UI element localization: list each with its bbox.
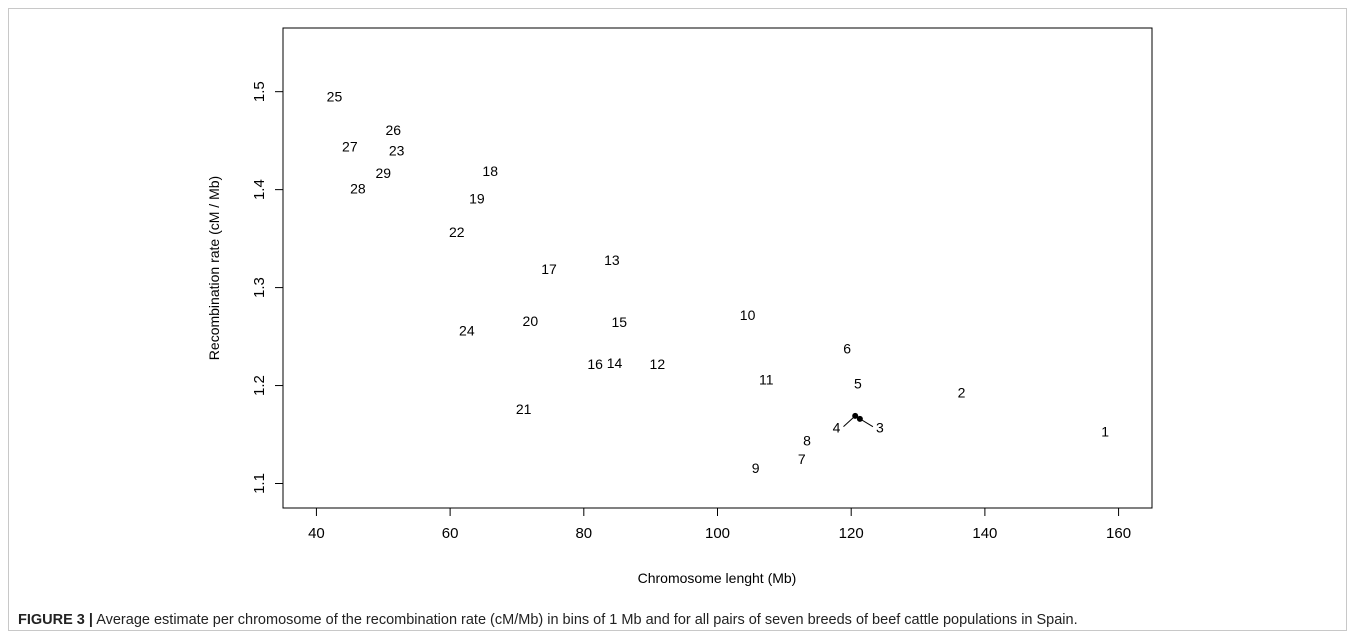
point-label: 13 xyxy=(604,252,620,268)
x-tick-label: 60 xyxy=(442,525,459,542)
figure-caption: FIGURE 3 | Average estimate per chromoso… xyxy=(18,612,1338,628)
point-label: 3 xyxy=(876,420,884,436)
point-label: 8 xyxy=(803,432,811,448)
x-axis: 40 60 80 100 120 140 160 xyxy=(308,507,1131,542)
point-label: 27 xyxy=(342,139,358,155)
point-label: 20 xyxy=(523,313,539,329)
x-tick-label: 120 xyxy=(839,525,864,542)
point-label: 11 xyxy=(759,372,774,388)
y-axis: 1.1 1.2 1.3 1.4 1.5 xyxy=(251,81,284,494)
data-marks: 1234567891011121314151617181920212223242… xyxy=(327,89,1110,476)
point-label: 18 xyxy=(482,163,498,179)
y-tick-label: 1.1 xyxy=(251,473,268,494)
scatter-chart: 40 60 80 100 120 140 160 1.11.21.31.41.5 12345… xyxy=(206,27,1153,586)
point-label: 16 xyxy=(587,356,603,372)
x-axis-label: Chromosome lenght (Mb) xyxy=(638,570,797,586)
point-label: 14 xyxy=(607,355,623,371)
y-tick-label: 1.2 xyxy=(251,375,268,396)
y-axis-label: Recombination rate (cM / Mb) xyxy=(206,176,222,360)
point-label: 19 xyxy=(469,190,485,206)
x-tick-label: 40 xyxy=(308,525,325,542)
caption-text: Average estimate per chromosome of the r… xyxy=(96,612,1078,628)
point-label: 9 xyxy=(752,460,760,476)
y-tick-label: 1.4 xyxy=(251,179,268,200)
y-tick-label: 1.3 xyxy=(251,277,268,298)
point-label: 29 xyxy=(375,165,391,181)
point-label: 5 xyxy=(854,376,862,392)
figure-frame xyxy=(8,8,1347,631)
point-label: 21 xyxy=(516,401,532,417)
x-tick-label: 80 xyxy=(575,525,592,542)
y-tick-label: 1.5 xyxy=(251,81,268,102)
point-label: 17 xyxy=(541,261,557,277)
point-label: 24 xyxy=(459,323,475,339)
point-label: 26 xyxy=(386,122,402,138)
point-label: 22 xyxy=(449,224,465,240)
callout-line xyxy=(859,418,874,428)
point-label: 12 xyxy=(650,356,666,372)
point-label: 6 xyxy=(843,340,851,356)
point-label: 23 xyxy=(389,142,405,158)
plot-area xyxy=(282,27,1153,509)
plot-border xyxy=(282,27,1153,509)
point-label: 4 xyxy=(833,420,841,436)
callout-line xyxy=(843,415,856,428)
point-label: 1 xyxy=(1101,424,1109,440)
point-label: 28 xyxy=(350,181,366,197)
point-label: 25 xyxy=(327,89,343,105)
point-label: 10 xyxy=(740,307,756,323)
point-label: 7 xyxy=(798,451,806,467)
x-tick-label: 100 xyxy=(705,525,730,542)
x-tick-label: 160 xyxy=(1106,525,1131,542)
point-label: 2 xyxy=(958,384,966,400)
caption-label: FIGURE 3 | xyxy=(18,612,93,628)
x-tick-label: 140 xyxy=(972,525,997,542)
point-label: 15 xyxy=(611,314,627,330)
